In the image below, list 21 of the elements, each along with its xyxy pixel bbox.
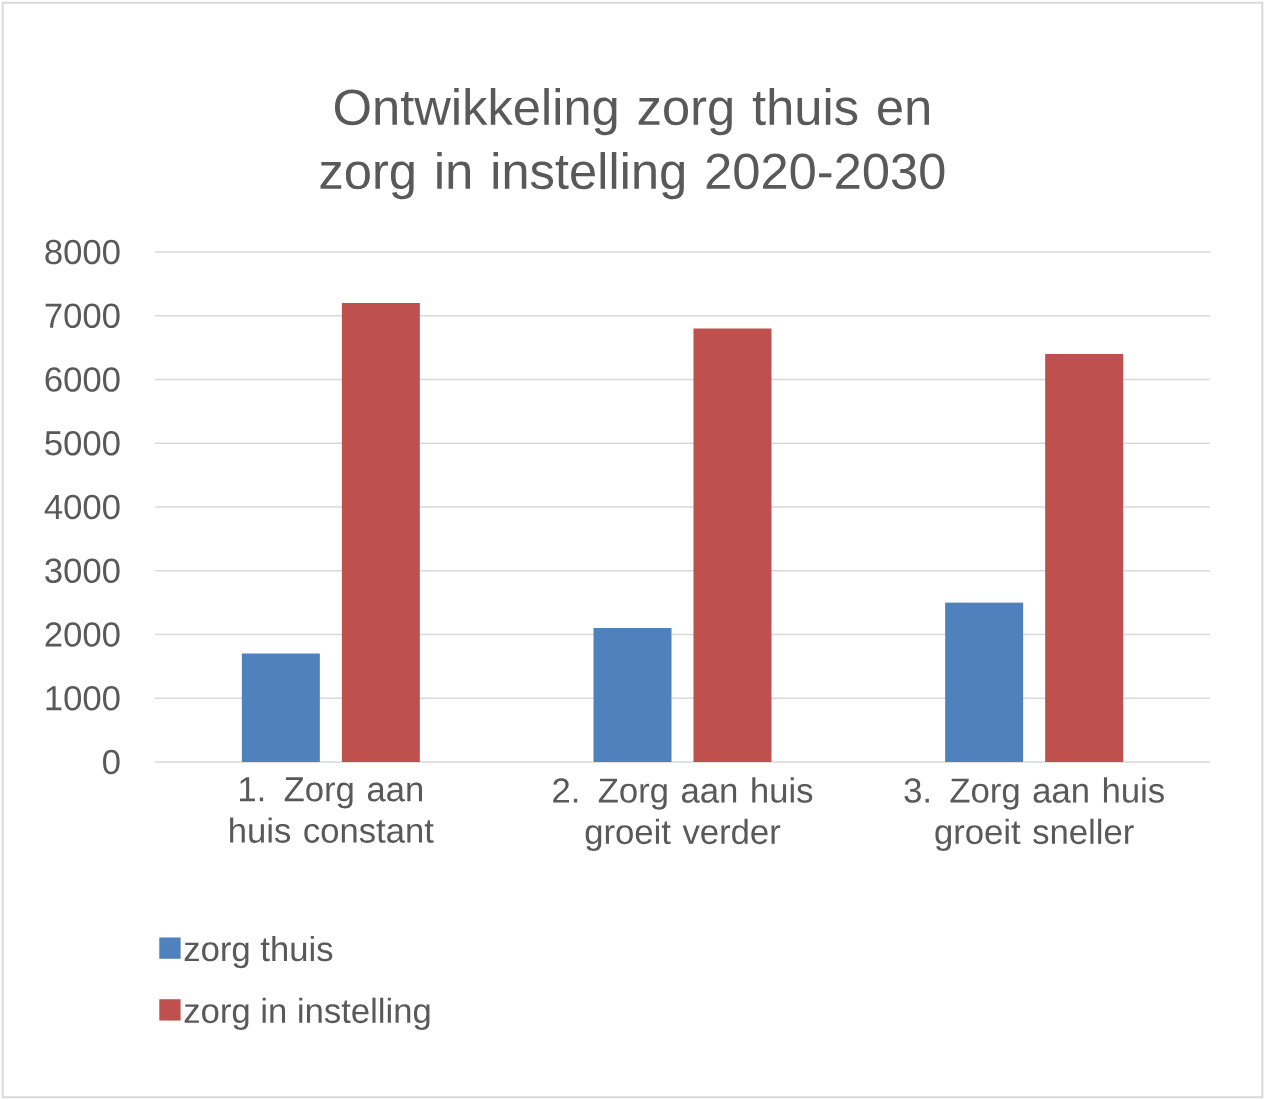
- y-tick-label: 8000: [45, 239, 120, 265]
- x-tick-label: 3. Zorg aan huis groeit sneller: [904, 777, 1164, 852]
- x-tick-label: 1. Zorg aan huis constant: [230, 777, 434, 843]
- chart-title: Ontwikkeling zorg thuis en zorg in instelling 2020-2030: [320, 88, 945, 200]
- y-tick-label: 6000: [45, 367, 120, 392]
- y-tick-label: 7000: [45, 303, 120, 329]
- y-tick-label: 2000: [45, 622, 120, 647]
- bar: [341, 303, 420, 762]
- legend-label: zorg thuis: [184, 935, 333, 969]
- y-tick-label: 3000: [45, 558, 120, 584]
- y-tick-label: 5000: [45, 430, 120, 456]
- bar: [1045, 353, 1124, 762]
- y-tick-label: 0: [103, 749, 120, 775]
- legend-label: zorg in instelling: [184, 997, 430, 1030]
- bar: [945, 602, 1024, 762]
- bar: [241, 653, 320, 762]
- bar: [593, 628, 672, 762]
- y-tick-label: 1000: [46, 685, 120, 711]
- bar: [693, 328, 772, 762]
- y-tick-label: 4000: [44, 494, 120, 520]
- x-tick-label: 2. Zorg aan huis groeit verder: [553, 777, 813, 852]
